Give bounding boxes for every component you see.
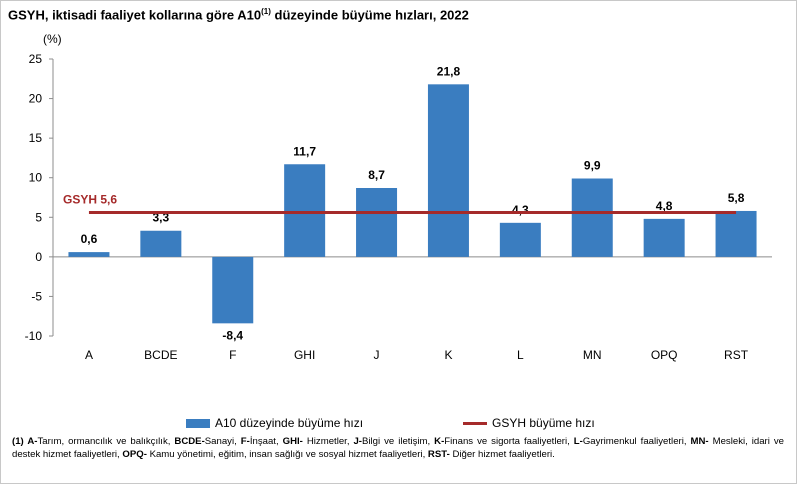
x-tick-label: OPQ: [651, 348, 678, 362]
data-label: 5,8: [728, 191, 745, 205]
footnote: (1) A-Tarım, ormancılık ve balıkçılık, B…: [12, 436, 784, 461]
footnote-key: RST-: [427, 448, 450, 460]
footnote-text: Bilgi ve iletişim,: [362, 436, 435, 447]
x-tick-label: L: [517, 348, 524, 362]
footnote-key: K-: [434, 436, 445, 447]
data-label: 8,7: [368, 168, 385, 182]
bar-L: [499, 222, 541, 257]
bar-J: [356, 188, 398, 257]
legend-label-line: GSYH büyüme hızı: [492, 416, 595, 430]
x-tick-label: K: [444, 348, 452, 362]
gsyh-reference-label: GSYH 5,6: [63, 193, 117, 207]
bar-K: [427, 84, 469, 257]
footnote-key: MN-: [690, 436, 709, 447]
footnote-text: İnşaat,: [249, 436, 283, 447]
data-label: 21,8: [437, 64, 461, 78]
data-label: 11,7: [293, 144, 316, 158]
data-label: 4,8: [656, 199, 673, 213]
y-tick-label: -5: [31, 289, 42, 303]
footnote-text: Gayrimenkul faaliyetleri,: [582, 436, 691, 447]
footnote-key: J-: [353, 436, 362, 447]
legend-swatch-line: [463, 421, 487, 425]
y-tick-label: 15: [29, 131, 43, 145]
footnote-text: Finans ve sigorta faaliyetleri,: [444, 436, 574, 447]
bar-A: [68, 252, 110, 257]
footnote-text: Diğer hizmet faaliyetleri.: [449, 448, 555, 460]
x-tick-label: J: [374, 348, 380, 362]
x-tick-label: A: [85, 348, 93, 362]
x-tick-label: RST: [724, 348, 749, 362]
y-tick-label: 5: [35, 210, 42, 224]
chart-title: GSYH, iktisadi faaliyet kollarına göre A…: [8, 7, 469, 23]
x-tick-label: GHI: [294, 348, 315, 362]
y-axis-unit: (%): [43, 32, 62, 46]
bar-MN: [571, 178, 613, 257]
footnote-key: (1) A-: [12, 436, 38, 447]
y-tick-label: 20: [29, 92, 43, 106]
footnote-text: Tarım, ormancılık ve balıkçılık,: [37, 436, 175, 447]
y-tick-label: 0: [35, 250, 42, 264]
bar-BCDE: [140, 230, 182, 257]
y-tick-label: -10: [25, 329, 43, 343]
legend-label-bars: A10 düzeyinde büyüme hızı: [215, 416, 364, 430]
footnote-text: Kamu yönetimi, eğitim, insan sağlığı ve …: [146, 448, 428, 460]
footnote-key: BCDE-: [174, 436, 205, 447]
x-tick-label: F: [229, 348, 236, 362]
footnote-key: OPQ-: [122, 448, 147, 460]
bar-F: [212, 256, 254, 324]
legend-item-bars: A10 düzeyinde büyüme hızı: [186, 416, 363, 430]
footnote-key: L-: [573, 436, 583, 447]
bar-RST: [715, 210, 757, 257]
y-tick-label: 10: [29, 171, 43, 185]
footnote-text: Sanayi,: [204, 436, 241, 447]
bar-GHI: [284, 164, 326, 257]
footnote-key: F-: [240, 436, 250, 447]
footnote-text: Hizmetler,: [302, 436, 354, 447]
x-tick-label: MN: [583, 348, 602, 362]
data-label: -8,4: [222, 328, 243, 342]
x-tick-label: BCDE: [144, 348, 177, 362]
data-label: 0,6: [81, 232, 98, 246]
legend-item-line: GSYH büyüme hızı: [463, 416, 595, 430]
data-label: 3,3: [153, 211, 170, 225]
data-label: 9,9: [584, 159, 601, 173]
y-tick-label: 25: [29, 52, 43, 66]
footnote-key: GHI-: [282, 436, 303, 447]
legend-swatch-bar: [186, 418, 210, 428]
data-label: 4,3: [512, 203, 529, 217]
footnote-text: Mesleki, idari ve destek hizmet faaliyet…: [12, 436, 784, 460]
bar-chart: -10 -5 0 5 10 15 20 25 0,6 A 3,3 BCDE -8,4 F 11,7 GHI 8,…: [25, 52, 772, 362]
bar-OPQ: [643, 218, 685, 257]
